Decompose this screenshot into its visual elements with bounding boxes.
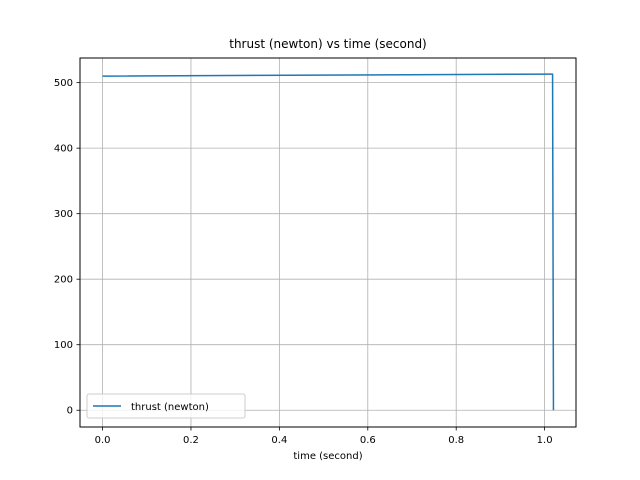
x-tick-label: 0.8: [448, 435, 464, 446]
x-tick-label: 0.6: [360, 435, 376, 446]
y-tick-label: 300: [54, 209, 73, 220]
x-tick-label: 0.0: [95, 435, 111, 446]
y-tick-label: 200: [54, 275, 73, 286]
y-tick-label: 0: [67, 406, 73, 417]
y-tick-label: 500: [54, 78, 73, 89]
y-tick-label: 100: [54, 340, 73, 351]
x-tick-label: 0.2: [183, 435, 199, 446]
legend: thrust (newton): [86, 393, 246, 419]
grid: [80, 58, 576, 427]
legend-label: thrust (newton): [131, 402, 209, 413]
x-axis-title: time (second): [293, 451, 362, 462]
chart-title: thrust (newton) vs time (second): [229, 37, 427, 51]
series-layer: [102, 73, 555, 411]
y-tick-label: 400: [54, 144, 73, 155]
series-line-0: [102, 73, 555, 411]
legend-box: [86, 393, 246, 419]
plot-frame: [79, 57, 577, 428]
x-tick-label: 0.4: [271, 435, 287, 446]
ticks: 0.0 0.2 0.4 0.6 0.8 1.0 0 100 200 300 400 500: [54, 78, 553, 446]
x-tick-label: 1.0: [537, 435, 553, 446]
